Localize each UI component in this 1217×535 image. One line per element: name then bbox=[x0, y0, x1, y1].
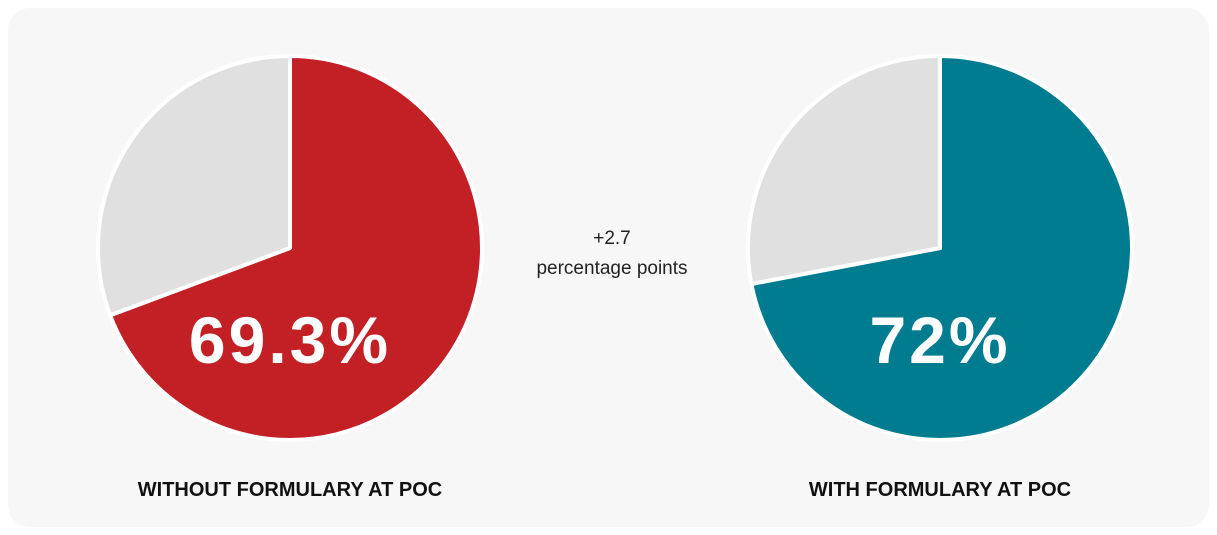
chart-title: WITH FORMULARY AT POC bbox=[809, 479, 1071, 501]
annotation: percentage points bbox=[536, 258, 687, 279]
pie-slice bbox=[108, 54, 484, 442]
pie-slice bbox=[746, 54, 942, 286]
annotation: +2.7 bbox=[593, 228, 631, 249]
chart-title: WITHOUT FORMULARY AT POC bbox=[138, 479, 442, 501]
value-label: 72% bbox=[869, 303, 1010, 377]
value-label: 69.3% bbox=[189, 303, 391, 377]
pie-slice bbox=[96, 54, 292, 318]
